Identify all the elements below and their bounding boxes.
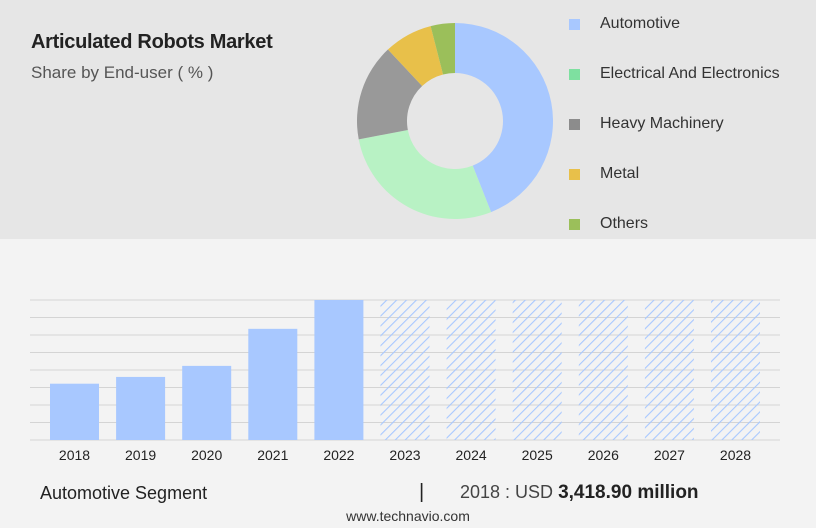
x-tick-label: 2026 [588, 447, 619, 463]
bar-2020 [182, 365, 232, 440]
donut-slice-electrical-and-electronics [358, 129, 492, 219]
x-tick-label: 2023 [389, 447, 420, 463]
legend-item-metal: Metal [569, 160, 639, 188]
x-tick-label: 2024 [456, 447, 487, 463]
legend-item-electrical: Electrical And Electronics [569, 60, 780, 88]
x-tick-label: 2025 [522, 447, 553, 463]
legend-label-automotive: Automotive [600, 15, 681, 32]
bar-2022 [314, 300, 364, 440]
legend-label-others: Others [600, 215, 649, 232]
bar-chart: 2018 2019 2020 2021 2022 2023 2024 2025 2026 2027… [30, 299, 780, 463]
x-tick-label: 2028 [720, 447, 751, 463]
bar-2018 [50, 383, 99, 440]
bar-2025 [512, 300, 562, 440]
donut-slice-metal [387, 26, 444, 87]
legend-swatch-metal [569, 168, 580, 180]
donut-slice-heavy-machinery [357, 49, 423, 140]
donut-slice-others [430, 23, 455, 75]
x-tick-label: 2018 [59, 447, 90, 463]
legend-swatch-others [569, 218, 580, 230]
bar-2027 [644, 300, 694, 440]
footer-separator: | [419, 481, 425, 503]
legend-label-electrical: Electrical And Electronics [600, 65, 780, 82]
x-tick-label: 2022 [323, 447, 354, 463]
bar-2028 [711, 300, 760, 440]
legend-swatch-heavy-machinery [569, 118, 580, 130]
bar-2026 [578, 300, 628, 440]
x-tick-label: 2019 [125, 447, 156, 463]
x-tick-label: 2021 [257, 447, 288, 463]
bar-2024 [446, 300, 496, 440]
bar-2021 [248, 328, 298, 440]
footer-year-label: 2018 : USD [460, 482, 554, 502]
legend-swatch-automotive [569, 18, 580, 30]
x-tick-label: 2020 [191, 447, 222, 463]
footer-value: 2018 : USD 3,418.90 million [460, 482, 699, 504]
legend-swatch-electrical [569, 68, 580, 80]
donut-slice-automotive [455, 23, 554, 213]
bar-2019 [116, 376, 166, 440]
source-link[interactable]: www.technavio.com [346, 508, 470, 524]
legend-label-metal: Metal [600, 165, 640, 182]
legend-item-automotive: Automotive [569, 10, 680, 38]
chart-title: Articulated Robots Market [31, 31, 273, 53]
footer-amount: 3,418.90 million [558, 482, 699, 503]
donut-chart [357, 23, 554, 219]
legend-item-heavy-machinery: Heavy Machinery [569, 110, 724, 138]
chart-subtitle: Share by End-user ( % ) [31, 63, 214, 82]
legend-item-others: Others [569, 210, 648, 238]
bar-2023 [380, 300, 430, 440]
x-tick-label: 2027 [654, 447, 685, 463]
footer-segment: Automotive Segment [40, 483, 208, 503]
legend-label-heavy-machinery: Heavy Machinery [600, 115, 724, 132]
